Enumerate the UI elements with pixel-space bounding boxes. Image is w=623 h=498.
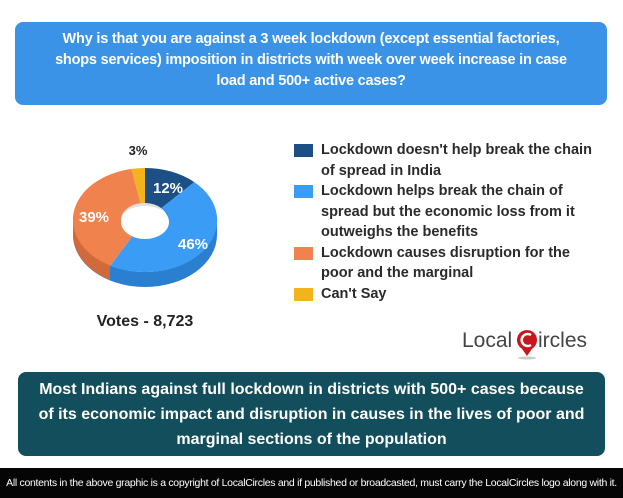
legend-swatch [294, 246, 313, 260]
logo-text-ircles: ircles [538, 329, 587, 352]
donut-hole [121, 205, 169, 239]
label-46: 46% [178, 236, 208, 253]
question-banner: Why is that you are against a 3 week loc… [15, 22, 607, 105]
legend-swatch [294, 144, 313, 157]
legend-item-economic-loss: Lockdown helps break the chain of spread… [294, 181, 594, 243]
location-pin-icon [517, 330, 537, 360]
legend-swatch [294, 287, 313, 301]
copyright-text: All contents in the above graphic is a c… [6, 477, 617, 489]
votes-count: Votes - 8,723 [96, 313, 194, 330]
key-finding-banner: Most Indians against full lockdown in di… [18, 372, 605, 456]
legend-item-disruption-poor: Lockdown causes disruption for the poor … [294, 243, 594, 284]
slice-disruption-poor [72, 168, 141, 266]
label-39: 39% [79, 209, 109, 226]
legend-swatch [294, 185, 313, 198]
slice-doesnt-help [145, 168, 195, 209]
donut-chart: 12% 46% 39% 3% [50, 125, 240, 305]
legend-item-cant-say: Can't Say [294, 284, 594, 305]
chart-legend: Lockdown doesn't help break the chain of… [294, 140, 594, 304]
legend-item-doesnt-help: Lockdown doesn't help break the chain of… [294, 140, 594, 181]
donut-depth [73, 220, 217, 287]
label-12: 12% [153, 180, 183, 197]
label-3: 3% [129, 143, 148, 158]
localcircles-logo: Local ircles [460, 322, 600, 362]
slice-cant-say [131, 167, 145, 204]
question-text: Why is that you are against a 3 week loc… [55, 31, 567, 89]
key-finding-text: Most Indians against full lockdown in di… [38, 381, 585, 448]
slice-economic-loss [110, 182, 218, 273]
logo-text-local: Local [462, 329, 512, 352]
copyright-footer: All contents in the above graphic is a c… [0, 468, 623, 498]
